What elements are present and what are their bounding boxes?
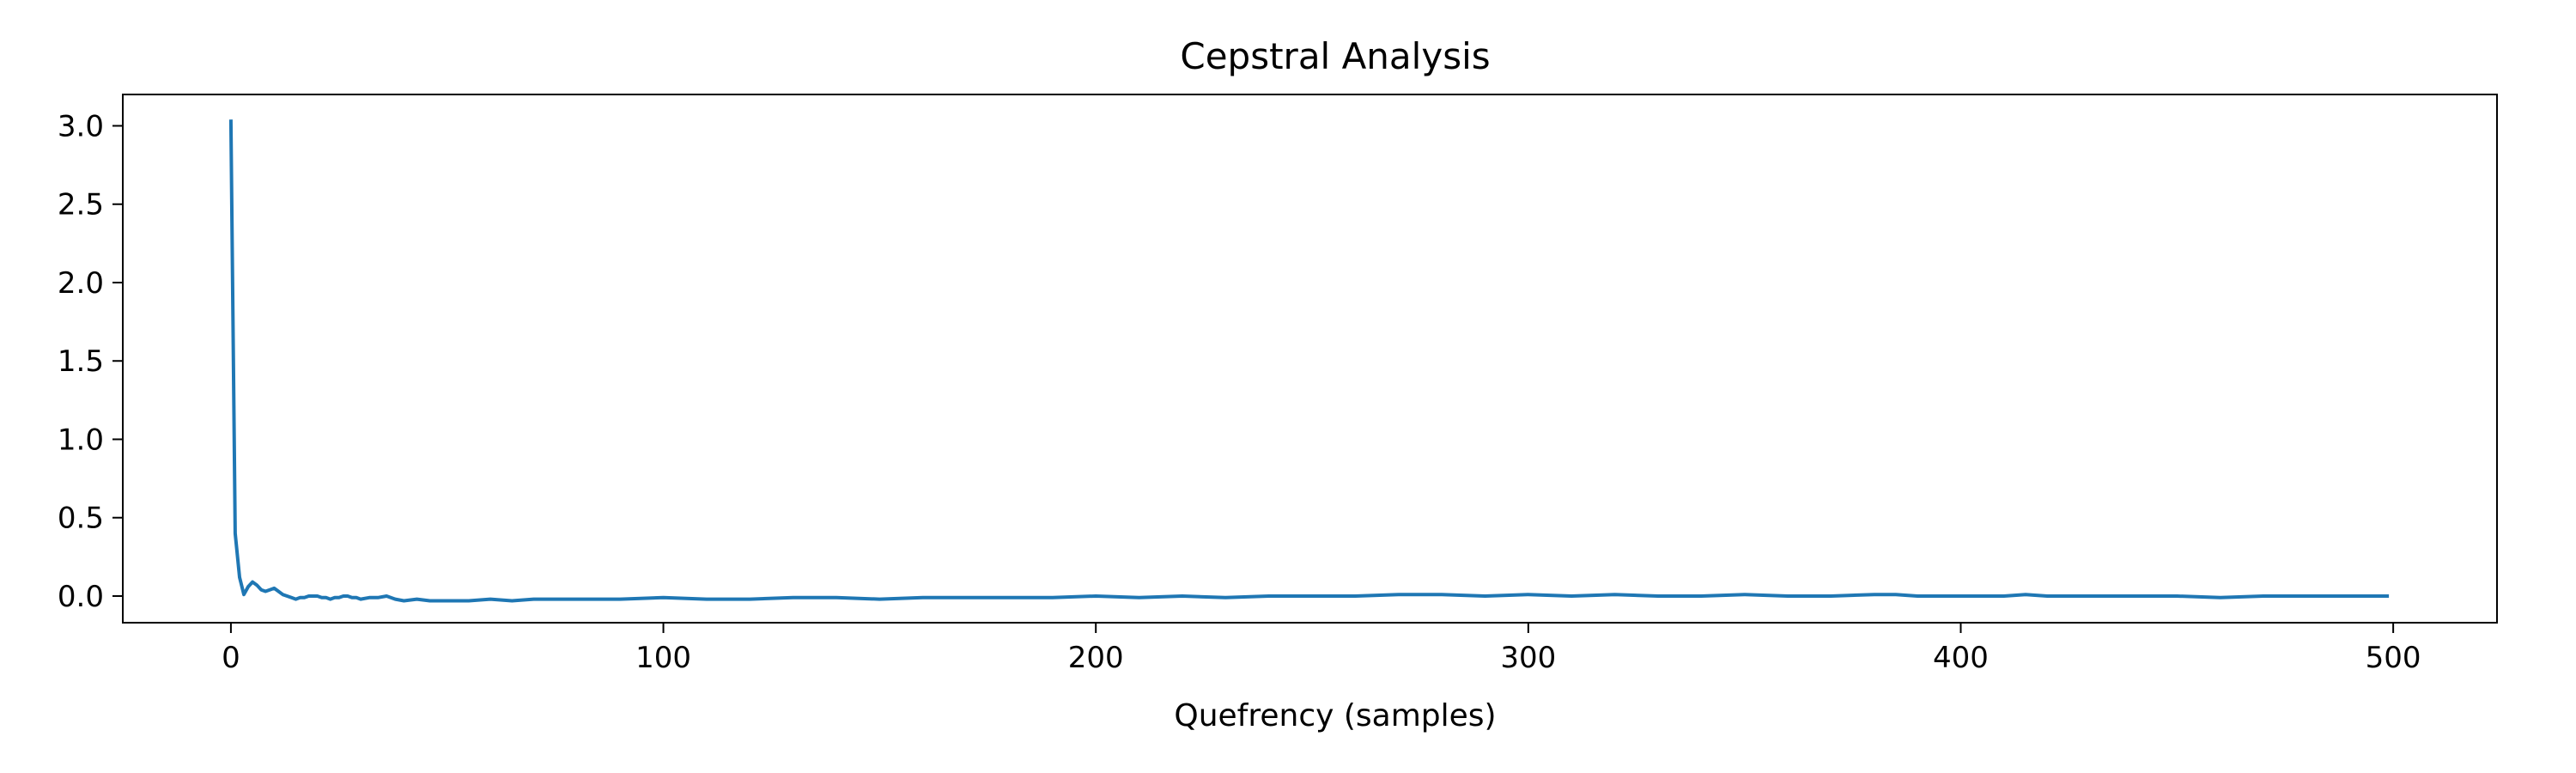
x-tick-label: 500 xyxy=(2366,641,2421,675)
x-tick-label: 100 xyxy=(635,641,691,675)
x-axis: 0 100 200 300 400 500 xyxy=(222,623,2421,675)
x-axis-title: Quefrency (samples) xyxy=(1174,698,1496,733)
y-tick-label: 2.0 xyxy=(58,266,104,301)
y-tick-label: 1.0 xyxy=(58,423,104,457)
plot-area xyxy=(122,94,2498,624)
chart-title: Cepstral Analysis xyxy=(1180,35,1490,77)
x-tick-label: 200 xyxy=(1068,641,1124,675)
y-tick-label: 2.5 xyxy=(58,188,104,222)
cepstrum-line xyxy=(228,119,2390,603)
x-tick-label: 400 xyxy=(1933,641,1989,675)
y-tick-label: 3.0 xyxy=(58,109,104,143)
x-tick-label: 300 xyxy=(1500,641,1556,675)
y-axis: 0.0 0.5 1.0 1.5 2.0 2.5 3.0 xyxy=(58,109,123,614)
y-tick-label: 0.0 xyxy=(58,580,104,614)
y-tick-label: 1.5 xyxy=(58,344,104,379)
y-tick-label: 0.5 xyxy=(58,502,104,536)
x-tick-label: 0 xyxy=(222,641,240,675)
